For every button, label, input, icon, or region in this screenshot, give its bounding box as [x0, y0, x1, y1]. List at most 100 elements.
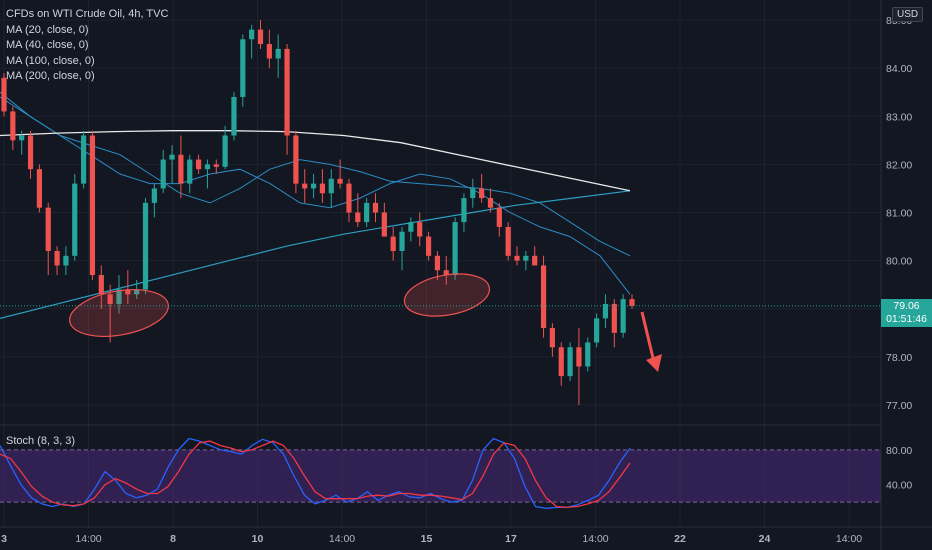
ma20-label[interactable]: MA (20, close, 0) [6, 23, 89, 36]
grid-lines [0, 0, 881, 527]
candle-body [487, 198, 494, 208]
candle-body [434, 255, 441, 271]
ma-line [0, 190, 631, 319]
price-tick-label: 77.00 [886, 400, 912, 412]
candle-body [178, 154, 184, 184]
candle-body [523, 255, 529, 261]
time-tick-label: 15 [421, 533, 433, 545]
time-tick-label: 22 [674, 533, 686, 545]
time-tick-label: 17 [505, 533, 517, 545]
ma-line [0, 130, 631, 192]
stoch-lines [0, 437, 631, 509]
stoch-label[interactable]: Stoch (8, 3, 3) [6, 435, 76, 447]
candle-body [620, 299, 626, 333]
last-price-tag: 79.06 01:51:46 [881, 299, 932, 327]
chart-title[interactable]: CFDs on WTI Crude Oil, 4h, TVC [6, 8, 169, 20]
ma40-label[interactable]: MA (40, close, 0) [6, 39, 89, 51]
candle-body [540, 265, 547, 328]
currency-badge[interactable]: USD [892, 7, 924, 22]
time-tick-label: 10 [252, 533, 264, 545]
ma100-label[interactable]: MA (100, close, 0) [6, 54, 95, 67]
candle-body [567, 347, 573, 377]
candle-body [89, 135, 96, 276]
candle-body [505, 226, 511, 256]
price-tick-label: 84.00 [886, 63, 912, 75]
candle-body [319, 183, 326, 194]
candle-body [231, 97, 237, 136]
candle-body [45, 207, 51, 251]
candle-body [54, 251, 60, 266]
stochastic-pane [0, 424, 881, 509]
time-tick-label: 14:00 [75, 533, 101, 545]
candle-body [195, 159, 202, 170]
candle-body [532, 255, 538, 266]
down-arrow-head-icon [646, 354, 662, 372]
candle-body [302, 183, 308, 189]
stoch-tick-label: 80.00 [886, 445, 912, 457]
candle-body [549, 328, 555, 348]
stoch-band [0, 449, 881, 503]
candle-body [443, 270, 449, 276]
support-ellipse-left [69, 289, 169, 337]
candle-body [310, 183, 317, 189]
candle-body [275, 48, 281, 59]
candle-body [81, 135, 87, 184]
candle-body [479, 188, 485, 199]
candle-body [98, 275, 104, 295]
candle-body [576, 347, 582, 367]
candle-body [452, 222, 458, 276]
candle-body [372, 202, 379, 213]
candle-body [142, 202, 149, 290]
candle-body [222, 135, 228, 167]
time-tick-label: 14:00 [329, 533, 355, 545]
candle-body [381, 212, 387, 237]
candle-body [116, 289, 122, 304]
support-ellipse-right [403, 273, 491, 317]
candle-body [399, 231, 405, 251]
time-tick-label: 3 [1, 533, 7, 545]
candle-body [151, 188, 157, 203]
candle-body [249, 29, 255, 40]
candle-body [390, 236, 396, 251]
candle-body [36, 169, 42, 208]
candle-body [594, 318, 600, 343]
stoch-k-line [0, 437, 631, 509]
candle-body [266, 44, 272, 59]
moving-average-lines [0, 91, 631, 319]
price-tick-label: 78.00 [886, 352, 912, 364]
candle-body [257, 29, 264, 45]
candle-body [125, 289, 131, 295]
candle-body [134, 289, 140, 295]
candle-body [629, 299, 635, 306]
candle-body [611, 303, 617, 333]
candle-body [169, 154, 175, 160]
price-tick-label: 82.00 [886, 159, 912, 171]
candle-body [461, 198, 467, 223]
candle-body [160, 159, 166, 189]
candle-body [558, 347, 564, 377]
candle-body [496, 207, 502, 227]
candle-body [187, 159, 193, 184]
candle-body [107, 294, 113, 304]
candle-body [337, 178, 343, 184]
candle-body [602, 303, 609, 319]
price-tick-label: 80.00 [886, 256, 912, 268]
ma200-label[interactable]: MA (200, close, 0) [6, 70, 95, 82]
candle-body [72, 183, 78, 256]
candle-body [10, 111, 16, 141]
candle-body [1, 77, 7, 112]
candle-body [328, 178, 334, 194]
candle-body [355, 212, 361, 223]
ma-line [0, 91, 631, 257]
candle-body [213, 164, 219, 167]
candle-body [19, 135, 25, 141]
stoch-tick-label: 40.00 [886, 480, 912, 492]
time-tick-label: 24 [759, 533, 771, 545]
candle-body [417, 222, 423, 237]
last-price-value: 79.06 [893, 300, 920, 312]
candle-body [204, 164, 211, 170]
stoch-d-line [0, 440, 631, 509]
price-tick-label: 83.00 [886, 111, 912, 123]
candle-body [364, 202, 370, 223]
